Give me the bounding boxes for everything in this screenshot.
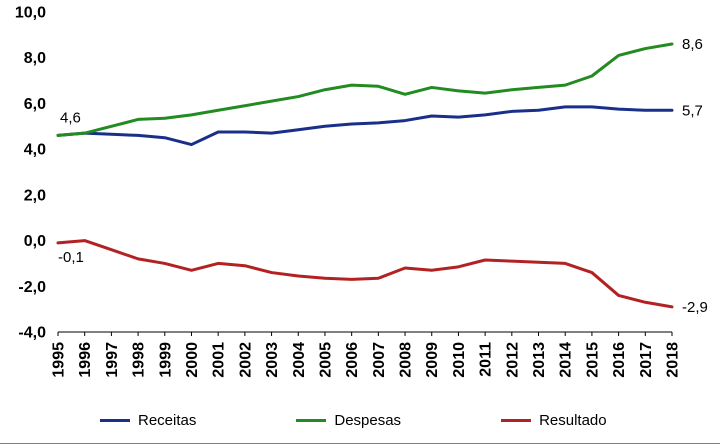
y-tick-label: 6,0 [24,96,46,113]
y-tick-label: 0,0 [24,233,46,250]
x-tick-label: 2003 [264,342,281,378]
data-label: -2,9 [682,299,708,316]
series-line-resultado [56,239,674,309]
x-tick-label: 1998 [131,342,148,378]
x-tick-label: 2002 [237,342,254,378]
x-tick-label: 2004 [291,342,308,378]
y-tick-label: 10,0 [15,5,46,22]
plot-svg: 10,0 8,0 6,0 4,0 2,0 0,0 -2,0 -4,0 1995 1996 1997 1… [15,5,708,378]
x-tick-label: 2007 [371,342,388,378]
data-label: -0,1 [58,249,84,266]
x-tick-label: 2000 [184,342,201,378]
legend-item-despesas: Despesas [296,412,401,429]
x-tick-label: 1999 [157,342,174,378]
legend-label-despesas: Despesas [334,411,402,429]
x-tick-label: 1995 [51,342,68,378]
x-tick-label: 2006 [344,342,361,378]
legend-line-resultado-icon [501,418,532,422]
x-tick-label: 2009 [424,342,441,378]
x-tick-label: 2011 [478,342,495,377]
x-tick-label: 2005 [317,342,334,378]
legend-item-receitas: Receitas [100,412,196,429]
legend-item-resultado: Resultado [501,412,607,429]
legend-label-resultado: Resultado [539,411,607,429]
legend-label-receitas: Receitas [138,411,197,429]
x-tick-label: 2010 [451,342,468,378]
x-tick-label: 1996 [77,342,94,378]
x-tick-label: 2017 [638,342,655,378]
chart-legend: Receitas Despesas Resultado [0,400,720,440]
y-tick-label: -4,0 [18,325,46,342]
x-tick-label: 2013 [531,342,548,378]
y-tick-label: -2,0 [18,279,46,296]
y-tick-label: 4,0 [24,142,46,159]
data-label: 8,6 [682,36,703,53]
series-line-despesas [56,42,674,137]
x-tick-label: 2008 [398,342,415,378]
y-tick-label: 8,0 [24,50,46,67]
x-tick-label: 2014 [558,342,575,378]
y-tick-label: 2,0 [24,187,46,204]
legend-line-despesas-icon [296,418,327,422]
x-tick-label: 2015 [584,342,601,378]
data-label: 4,6 [60,109,81,126]
x-tick-label: 2016 [611,342,628,378]
x-tick-label: 2018 [665,342,682,378]
x-tick-label: 2001 [211,342,228,378]
x-tick-label: 2012 [504,342,521,378]
x-tick-label: 1997 [104,342,121,378]
series-line-receitas [56,105,674,147]
data-label: 5,7 [682,102,703,119]
legend-line-receitas-icon [100,418,130,422]
